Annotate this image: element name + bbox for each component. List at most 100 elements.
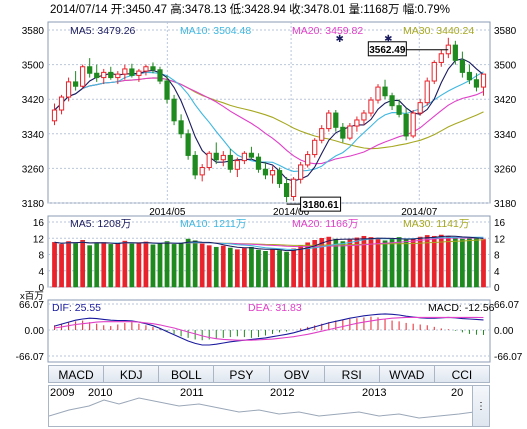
tab-psy[interactable]: PSY: [214, 365, 270, 383]
tab-cci[interactable]: CCI: [434, 365, 490, 383]
price-legend-ma30: MA30: 3440.24: [403, 25, 474, 37]
timeline-navigator[interactable]: [48, 385, 490, 427]
volume-bar: [87, 245, 93, 288]
volume-bar: [256, 249, 261, 288]
volume-bar: [445, 236, 451, 288]
low-label: 3180.61: [303, 200, 340, 211]
candle-body: [101, 71, 107, 79]
candle-body: [87, 66, 93, 74]
volume-bar: [192, 240, 198, 288]
volume-legend-ma5: MA5: 1208万: [70, 218, 131, 230]
candle-body: [269, 170, 276, 176]
volume-bar: [368, 237, 374, 288]
candle-body: [94, 72, 100, 79]
candle-body: [51, 109, 58, 122]
macd-tick-left: 66.07: [19, 300, 44, 311]
volume-tick-right: 16: [494, 218, 506, 229]
volume-bar: [199, 243, 205, 288]
event-marker-icon: ✱: [336, 34, 344, 45]
event-marker-icon: ✱: [384, 34, 392, 45]
volume-bar: [424, 235, 430, 288]
volume-bar: [417, 236, 423, 288]
price-tick-right: 3500: [494, 61, 517, 72]
volume-panel-frame: [47, 215, 491, 288]
candle-body: [276, 170, 283, 185]
candle-body: [466, 71, 473, 81]
candle-body: [80, 66, 86, 87]
candle-body: [431, 61, 437, 82]
date-tick: 2014/05: [149, 207, 186, 218]
macd-unit-label: x百万: [20, 291, 44, 302]
macd-legend-dea: DEA: 31.83: [248, 302, 302, 314]
volume-tick-left: 0: [38, 283, 44, 294]
volume-bar: [108, 244, 114, 288]
date-tick: 2014/06: [273, 207, 310, 218]
candle-body: [115, 73, 121, 79]
macd-tick-right: 0.00: [494, 326, 514, 337]
volume-bar: [361, 235, 367, 288]
volume-bar: [277, 250, 282, 288]
candle-body: [122, 68, 128, 75]
candle-body: [171, 98, 177, 122]
macd-dea-line: [54, 316, 484, 341]
price-panel-frame: [47, 21, 491, 204]
candle-body: [143, 66, 149, 72]
tab-boll[interactable]: BOLL: [159, 365, 215, 383]
tab-macd[interactable]: MACD: [48, 365, 105, 383]
price-legend-ma20: MA20: 3459.82: [292, 25, 363, 37]
volume-bar: [59, 244, 64, 288]
tab-wvad[interactable]: WVAD: [379, 365, 435, 383]
volume-bar: [284, 251, 289, 288]
volume-bar: [263, 251, 268, 288]
volume-legend-ma10: MA10: 1211万: [180, 218, 246, 230]
price-tick-right: 3580: [494, 26, 517, 37]
candle-body: [150, 66, 156, 71]
candle-body: [136, 70, 142, 76]
tab-rsi[interactable]: RSI: [324, 365, 380, 383]
volume-tick-left: 8: [38, 251, 44, 262]
volume-bar: [389, 238, 395, 288]
volume-tick-left: 4: [38, 267, 44, 278]
candle-body: [241, 152, 247, 162]
volume-bar: [227, 247, 233, 288]
volume-bar: [164, 241, 170, 288]
price-tick-left: 3420: [22, 95, 45, 106]
volume-bar: [347, 239, 353, 288]
tab-obv[interactable]: OBV: [269, 365, 325, 383]
volume-bar: [438, 234, 444, 288]
price-tick-left: 3340: [22, 130, 45, 141]
volume-bar: [66, 241, 71, 288]
volume-bar: [242, 248, 247, 288]
candle-body: [234, 160, 240, 170]
macd-tick-right: 66.07: [494, 300, 519, 311]
candle-body: [129, 68, 135, 76]
volume-bar: [319, 238, 325, 288]
volume-bar: [52, 242, 57, 288]
volume-bar: [410, 238, 416, 288]
candle-body: [298, 164, 304, 180]
tab-kdj[interactable]: KDJ: [104, 365, 160, 383]
candle-body: [73, 81, 79, 87]
candle-body: [340, 126, 346, 139]
volume-bar: [136, 242, 142, 288]
high-label: 3562.49: [369, 45, 406, 56]
volume-bar: [460, 238, 465, 288]
candle-body: [438, 53, 444, 63]
price-legend-ma10: MA10: 3504.48: [180, 25, 251, 37]
candle-body: [319, 128, 325, 141]
volume-bar: [354, 237, 360, 288]
volume-bar: [157, 243, 163, 288]
volume-bar: [234, 249, 240, 288]
volume-bar: [178, 242, 184, 288]
candle-body: [424, 80, 430, 104]
volume-bar: [396, 237, 402, 288]
candle-body: [192, 154, 198, 176]
volume-bar: [305, 242, 311, 288]
nav-year-2009: 2009: [50, 387, 75, 399]
macd-legend-macd: MACD: -12.56: [428, 302, 495, 314]
volume-bar: [171, 244, 177, 288]
volume-bar: [143, 241, 149, 288]
navigator-handle[interactable]: ⋮: [472, 385, 490, 427]
candle-body: [58, 96, 65, 111]
volume-bar: [249, 246, 254, 288]
